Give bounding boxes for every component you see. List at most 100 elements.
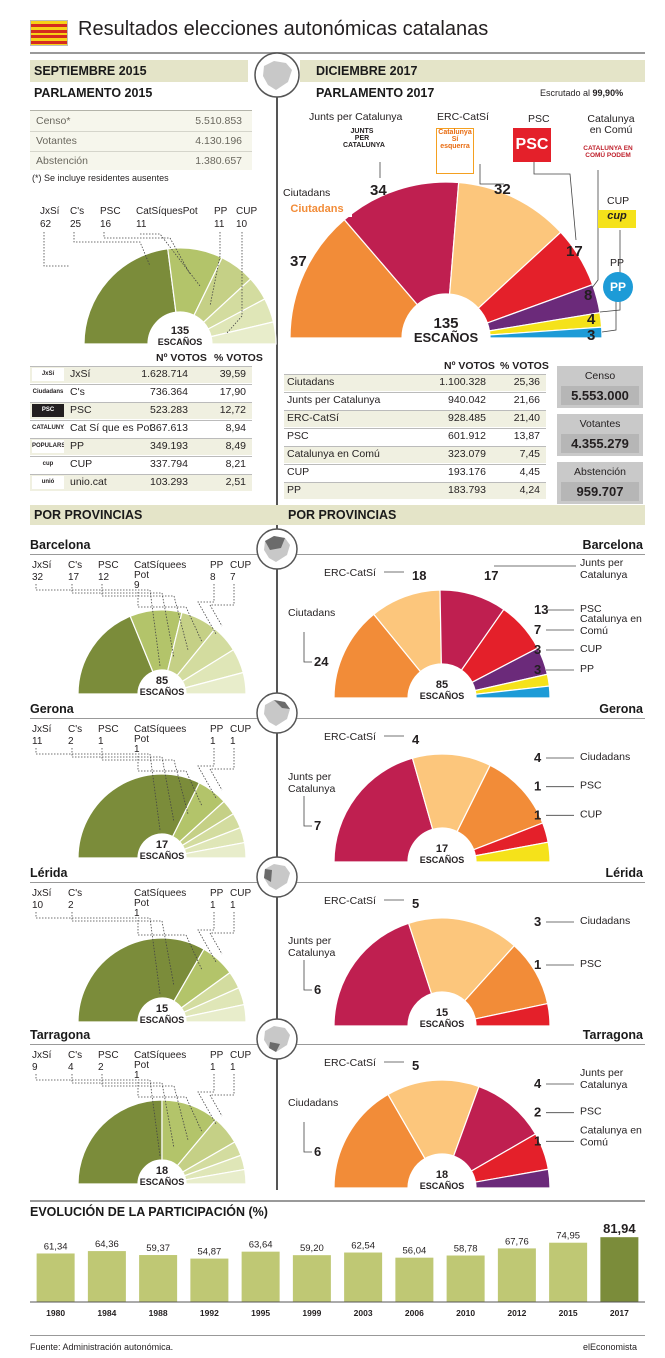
participation-bar [600, 1237, 639, 1302]
party-label: JxSí [40, 206, 60, 217]
table-row [30, 384, 252, 401]
party-logo-icon: POPULARS [32, 440, 64, 453]
party-label: CatSíquees [134, 888, 186, 899]
table-row [30, 420, 252, 437]
votes-value: 183.793 [448, 484, 486, 496]
seat-value: 6 [314, 1144, 321, 1159]
party-label: Comú [580, 1136, 608, 1148]
pct-value: 13,87 [513, 430, 540, 442]
votes-value: 103.293 [150, 476, 188, 488]
seat-value: 4 [587, 311, 596, 328]
leader-line [137, 592, 203, 643]
participation-bar [190, 1258, 229, 1302]
votes-value: 367.613 [150, 422, 188, 434]
pct-value: 12,72 [219, 404, 246, 416]
pct-header: % VOTOS [214, 352, 263, 364]
leader-line [73, 232, 151, 267]
pct-value: 2,51 [225, 476, 246, 488]
votes-header: Nº VOTOS [156, 352, 207, 364]
pct-value: 39,59 [219, 368, 246, 380]
province-name-right: Gerona [599, 702, 643, 716]
right-period: DICIEMBRE 2017 [316, 64, 418, 78]
seat-value: 4 [412, 732, 420, 747]
leader-line [209, 584, 235, 627]
pct-value: 8,94 [225, 422, 246, 434]
junts-logo-icon: JUNTS PER CATALUNYA [343, 128, 385, 160]
seat-slice-jxs- [77, 615, 154, 695]
seat-value: 17 [68, 572, 80, 583]
leader-line [140, 233, 201, 287]
leader-line [303, 796, 312, 827]
party-logo-icon: unió [32, 476, 64, 489]
leader-line [209, 912, 235, 955]
comu-logo-icon: CATALUNYA EN COMÚ PODEM [583, 145, 633, 159]
party-name: CUP [70, 458, 93, 470]
page-title: Resultados elecciones autonómicas catala… [78, 18, 489, 40]
leader-line [137, 756, 203, 807]
seat-value: 1 [210, 736, 216, 747]
party-label: CUP [230, 560, 251, 571]
pct-value: 17,90 [219, 386, 246, 398]
votes-value: 1.628.714 [141, 368, 188, 380]
seat-slice-psc [474, 1002, 551, 1027]
party-label: C's [68, 888, 82, 899]
party-label: PSC [580, 958, 602, 970]
party-label: Junts per [288, 935, 332, 947]
seat-value: 2 [68, 736, 74, 747]
leader-line [601, 296, 617, 333]
party-label: PSC [98, 1050, 119, 1061]
seat-slice-junts-per-catalunya [333, 757, 434, 863]
seat-value: 11 [136, 219, 147, 230]
seat-value: 62 [40, 219, 52, 230]
leader-line [479, 164, 504, 185]
seat-value: 9 [32, 1062, 38, 1073]
leader-line [197, 912, 217, 963]
party-label: Junts per [580, 557, 624, 569]
center-seats-label: ESCAÑOS [420, 1181, 465, 1191]
province-map-icon [256, 1018, 298, 1060]
votes-value: 736.364 [150, 386, 188, 398]
seat-slice-cup [184, 1168, 247, 1185]
year-tick-label: 1999 [302, 1308, 321, 1318]
leader-line [209, 1074, 235, 1117]
party-name: PP [287, 484, 302, 496]
seat-slice-erc-cats- [407, 917, 516, 1002]
party-label: Pot [134, 570, 149, 581]
party-name: JxSí [70, 368, 91, 380]
bar-value-label: 58,78 [454, 1244, 478, 1255]
votes-value: 323.079 [448, 448, 486, 460]
province-name-right: Tarragona [582, 1028, 643, 1042]
party-label: PSC [100, 206, 121, 217]
stat-label: Votantes [36, 135, 77, 147]
leader-line [197, 748, 217, 799]
seat-value: 5 [412, 896, 419, 911]
right-period-band [300, 60, 645, 82]
leader-line [533, 160, 577, 241]
seat-slice-ciutadans [289, 218, 419, 339]
party-label: Catalunya [288, 947, 335, 959]
seat-value: 3 [534, 642, 541, 657]
seat-value: 1 [534, 1133, 541, 1148]
seat-value: 8 [210, 572, 216, 583]
party-label: C's [68, 1050, 82, 1061]
psc-logo-icon: PSC [513, 128, 551, 162]
seat-value: 4 [68, 1062, 74, 1073]
center-seats-label: ESCAÑOS [140, 687, 185, 697]
source: Fuente: Administración autonómica. [30, 1342, 174, 1352]
bar-value-label: 61,34 [44, 1241, 68, 1252]
center-seats-value: 17 [436, 843, 448, 855]
bar-value-label: 56,04 [402, 1246, 426, 1257]
votes-value: 349.193 [150, 440, 188, 452]
center-seats-label: ESCAÑOS [158, 337, 203, 347]
center-seats-value: 15 [156, 1003, 168, 1015]
center-seats-value: 17 [156, 839, 168, 851]
pct-value: 25,36 [513, 376, 540, 388]
party-label: CatSíquesPot [136, 206, 198, 217]
seat-value: 1 [534, 779, 541, 794]
stat-value: 4.130.196 [195, 135, 242, 147]
province-map-icon [256, 528, 298, 570]
party-label: Pot [134, 898, 149, 909]
party-label: CatSíquees [134, 1050, 186, 1061]
votes-2015-table: Nº VOTOS % VOTOS JxSí JxSí 1.628.714 39,59 C… [30, 352, 263, 498]
